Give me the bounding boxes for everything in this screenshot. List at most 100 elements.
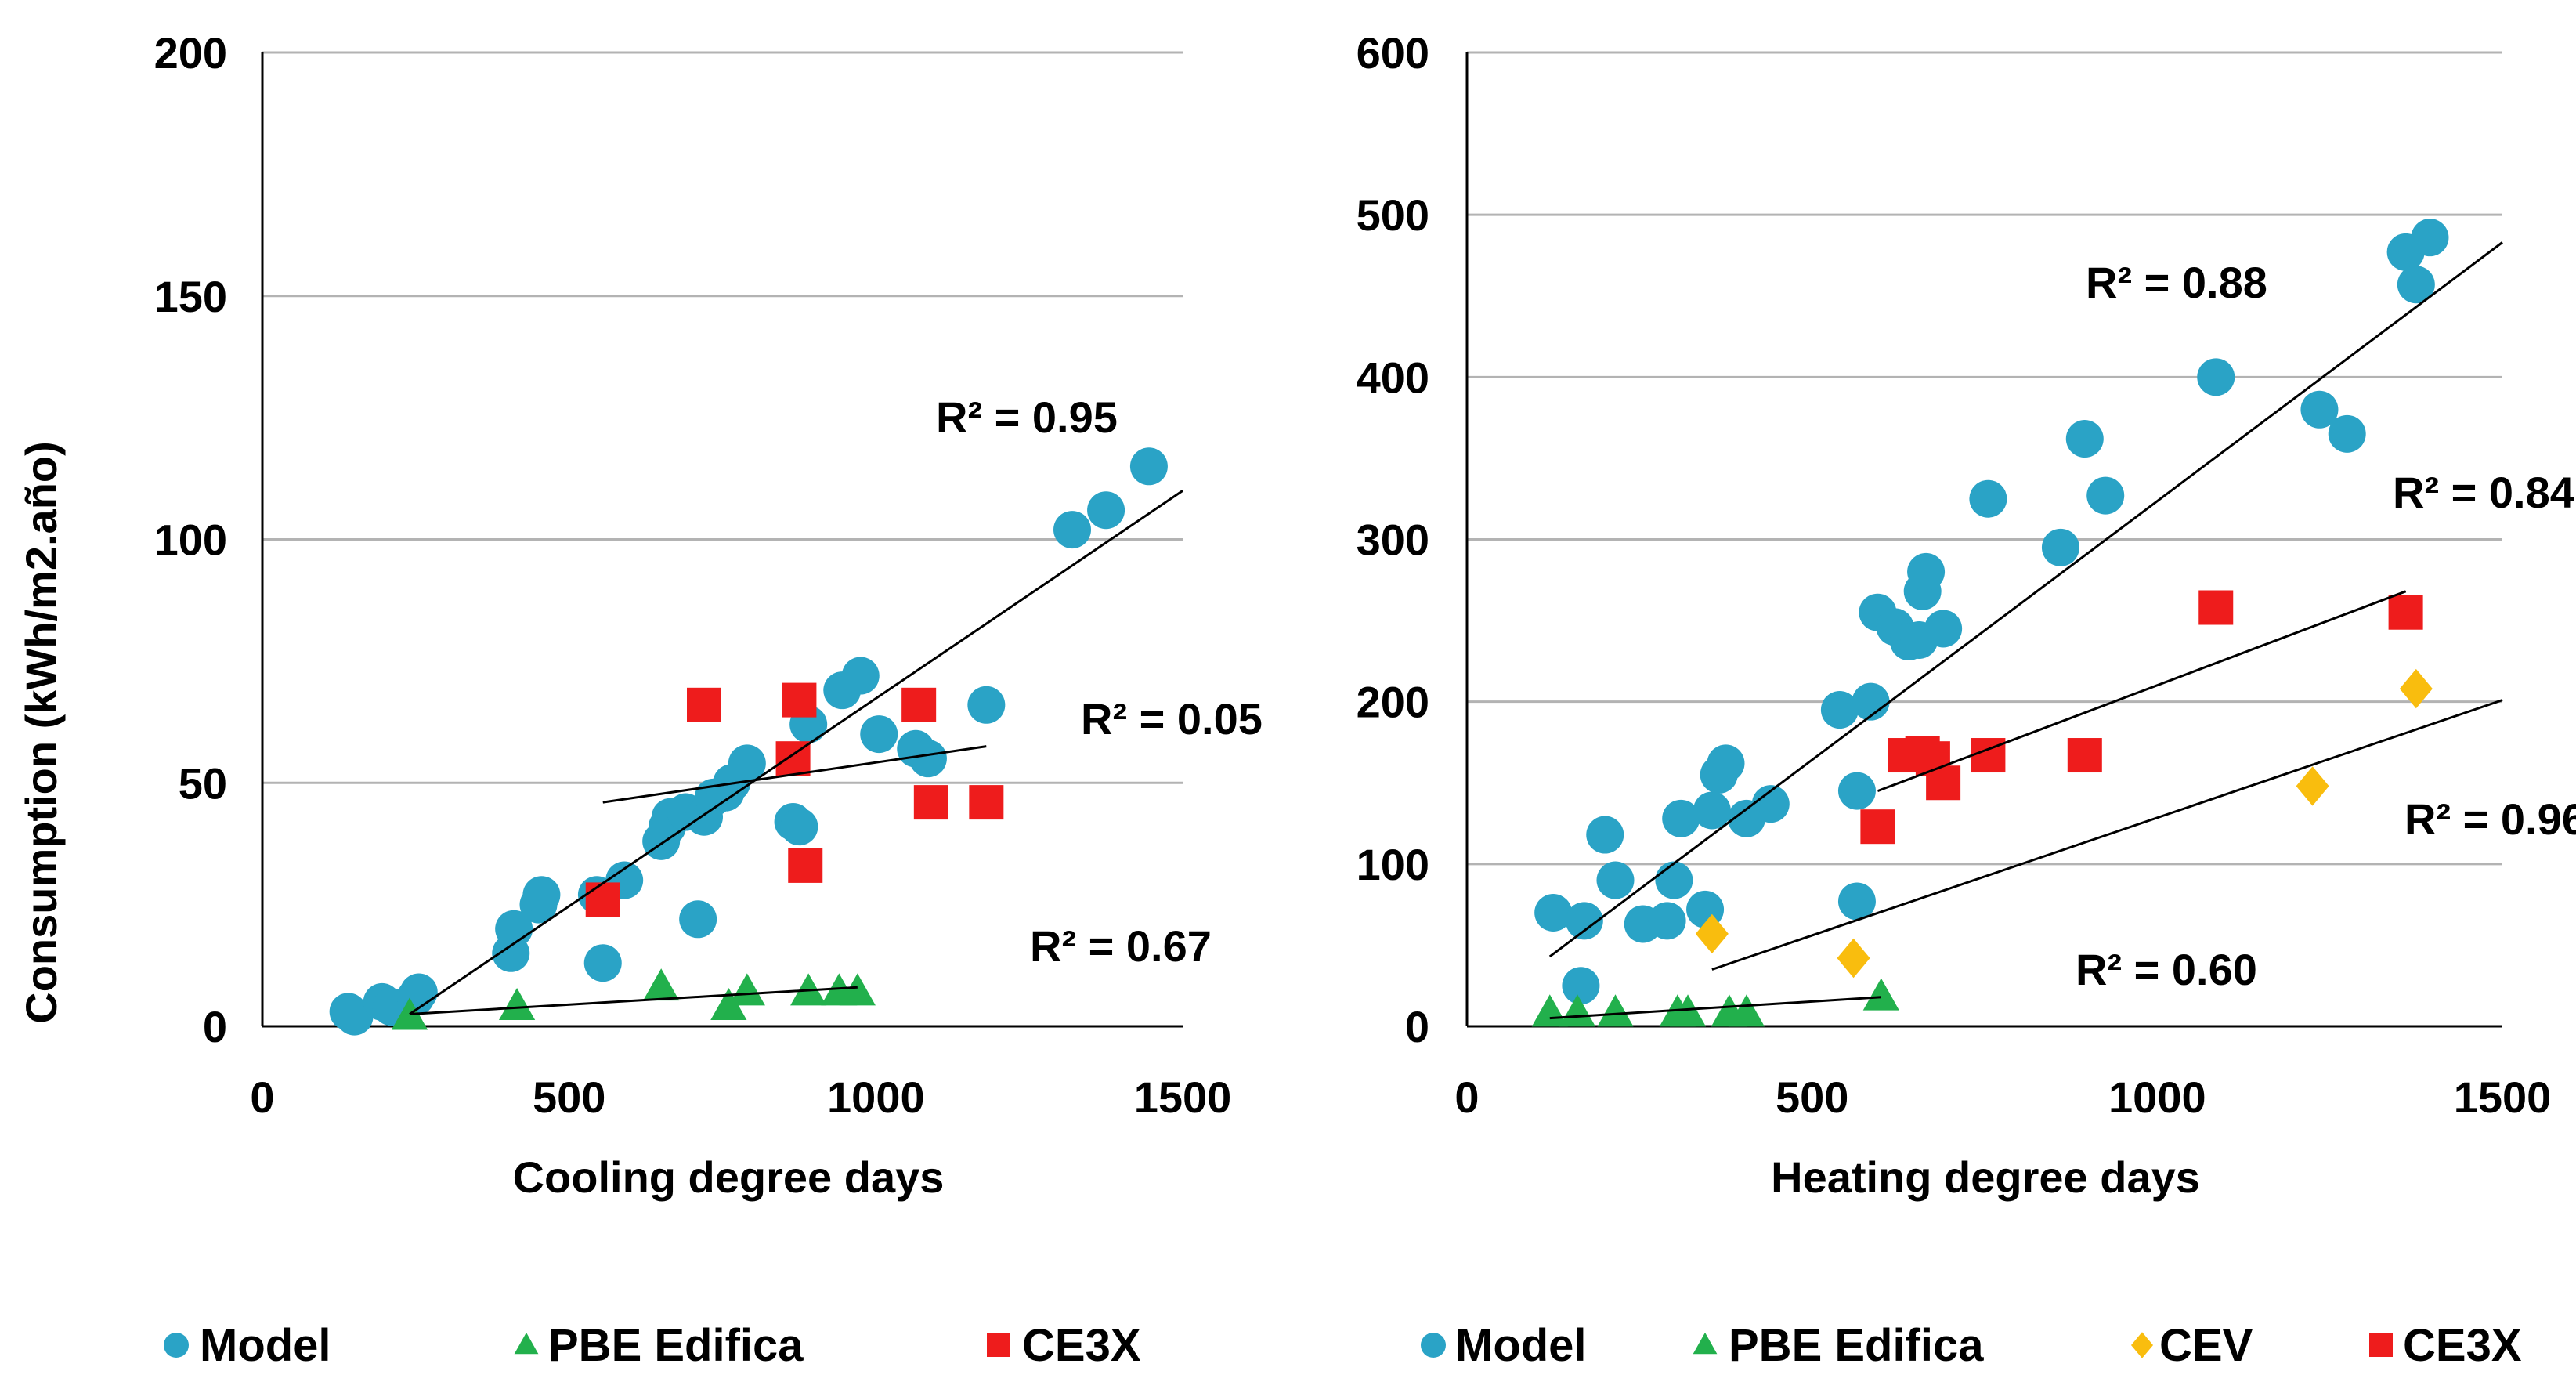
- data-point-model: [1693, 791, 1731, 830]
- data-point-ce3x: [788, 848, 823, 883]
- data-point-cev: [1837, 938, 1870, 979]
- data-point-model: [1751, 785, 1790, 823]
- series-pbe: [391, 968, 876, 1030]
- chart-panel-1: 0 50 100 150 200 0 500 1000 1500 Cooling degree d…: [16, 28, 1263, 1371]
- legend-label-pbe: PBE Edifica: [1729, 1320, 1984, 1371]
- legend-label-model: Model: [200, 1320, 331, 1371]
- data-point-model: [841, 657, 880, 695]
- data-point-model: [1129, 447, 1168, 486]
- data-point-model: [1820, 691, 1859, 729]
- data-point-pbe: [1728, 994, 1765, 1027]
- trendline: [1548, 241, 2503, 958]
- legend-marker-ce3x: [2369, 1333, 2393, 1357]
- trendline: [1549, 996, 1881, 1020]
- data-point-model: [780, 808, 818, 846]
- data-point-model: [1053, 511, 1091, 549]
- data-point-model: [2065, 420, 2104, 458]
- data-point-pbe: [643, 968, 680, 1001]
- data-point-ce3x: [782, 682, 817, 718]
- r-squared-label: R² = 0.67: [1030, 921, 1212, 971]
- r-squared-label: R² = 0.05: [1081, 694, 1263, 743]
- y-tick-label: 150: [154, 272, 227, 321]
- y-tick-label: 300: [1357, 516, 1429, 565]
- legend-label-ce3x: CE3X: [1022, 1320, 1141, 1371]
- series-ce3x: [585, 682, 1004, 917]
- r-squared-label: R² = 0.84: [2393, 468, 2574, 517]
- y-tick-label: 500: [1357, 190, 1429, 240]
- data-point-pbe: [1597, 994, 1634, 1027]
- y-tick-label: 50: [179, 758, 227, 808]
- data-point-model: [1837, 882, 1876, 921]
- data-point-model: [1907, 552, 1946, 591]
- data-point-ce3x: [687, 687, 721, 722]
- legend-marker-ce3x: [987, 1333, 1010, 1357]
- data-point-pbe: [710, 987, 747, 1021]
- y-axis-title: Consumption (kWh/m2.año): [16, 441, 66, 1024]
- data-point-model: [967, 686, 1006, 724]
- y-tick-label: 400: [1357, 353, 1429, 402]
- data-point-ce3x: [969, 785, 1004, 820]
- data-point-model: [1707, 744, 1745, 783]
- data-point-model: [1562, 967, 1600, 1005]
- x-tick-label: 0: [1454, 1073, 1479, 1122]
- r-squared-label: R² = 0.60: [2076, 945, 2257, 994]
- x-tick-label: 1000: [2108, 1073, 2206, 1122]
- data-point-ce3x: [2067, 738, 2102, 773]
- data-point-pbe: [839, 973, 876, 1006]
- legend-label-model: Model: [1455, 1320, 1587, 1371]
- y-tick-label: 100: [154, 516, 227, 565]
- data-point-ce3x: [901, 687, 937, 722]
- data-point-ce3x: [1860, 809, 1895, 845]
- data-point-model: [2197, 358, 2235, 396]
- data-point-model: [860, 715, 898, 754]
- data-point-cev: [2399, 668, 2433, 709]
- trendline: [409, 986, 858, 1015]
- data-point-ce3x: [585, 882, 620, 917]
- y-tick-label: 200: [1357, 678, 1429, 727]
- data-point-model: [2328, 414, 2366, 453]
- data-point-cev: [2296, 766, 2329, 806]
- data-point-model: [1837, 772, 1876, 810]
- legend-marker-pbe: [514, 1332, 539, 1355]
- data-point-model: [1969, 479, 2007, 518]
- data-point-pbe: [498, 987, 536, 1021]
- data-point-model: [1648, 902, 1686, 940]
- data-point-pbe: [1559, 994, 1596, 1027]
- data-point-model: [728, 744, 766, 783]
- trendline: [602, 745, 987, 804]
- legend-label-pbe: PBE Edifica: [548, 1320, 804, 1371]
- data-point-model: [1852, 682, 1890, 721]
- series-cev: [1695, 668, 2433, 979]
- data-point-model: [679, 900, 717, 939]
- x-tick-label: 1500: [1134, 1073, 1232, 1122]
- data-point-model: [335, 997, 374, 1036]
- x-tick-label: 0: [250, 1073, 274, 1122]
- r-squared-label: R² = 0.96: [2404, 794, 2576, 844]
- legend-label-cev: CEV: [2159, 1320, 2253, 1371]
- data-point-model: [2086, 476, 2125, 515]
- x-tick-label: 500: [1776, 1073, 1848, 1122]
- y-tick-label: 600: [1357, 28, 1429, 78]
- r-squared-label: R² = 0.95: [936, 393, 1118, 442]
- x-tick-label: 1500: [2454, 1073, 2552, 1122]
- x-tick-label: 1000: [827, 1073, 925, 1122]
- data-point-model: [1087, 491, 1125, 530]
- y-tick-label: 0: [203, 1002, 227, 1051]
- x-tick-label: 500: [533, 1073, 605, 1122]
- legend-1: Model PBE Edifica CE3X: [164, 1320, 1141, 1371]
- series-ce3x: [1860, 590, 2423, 845]
- data-point-ce3x: [913, 785, 948, 820]
- data-point-pbe: [728, 973, 765, 1006]
- legend-marker-pbe: [1693, 1332, 1718, 1355]
- data-point-model: [1596, 861, 1635, 899]
- data-point-pbe: [1862, 978, 1899, 1011]
- data-point-model: [1662, 799, 1700, 837]
- data-point-model: [583, 944, 622, 982]
- legend-2: Model PBE Edifica CEV CE3X: [1421, 1320, 2522, 1371]
- data-point-model: [1565, 902, 1603, 940]
- legend-marker-model: [1421, 1333, 1446, 1358]
- y-tick-label: 200: [154, 28, 227, 78]
- r-squared-label: R² = 0.88: [2086, 258, 2267, 307]
- data-point-cev: [1695, 913, 1729, 954]
- data-point-model: [1534, 893, 1573, 932]
